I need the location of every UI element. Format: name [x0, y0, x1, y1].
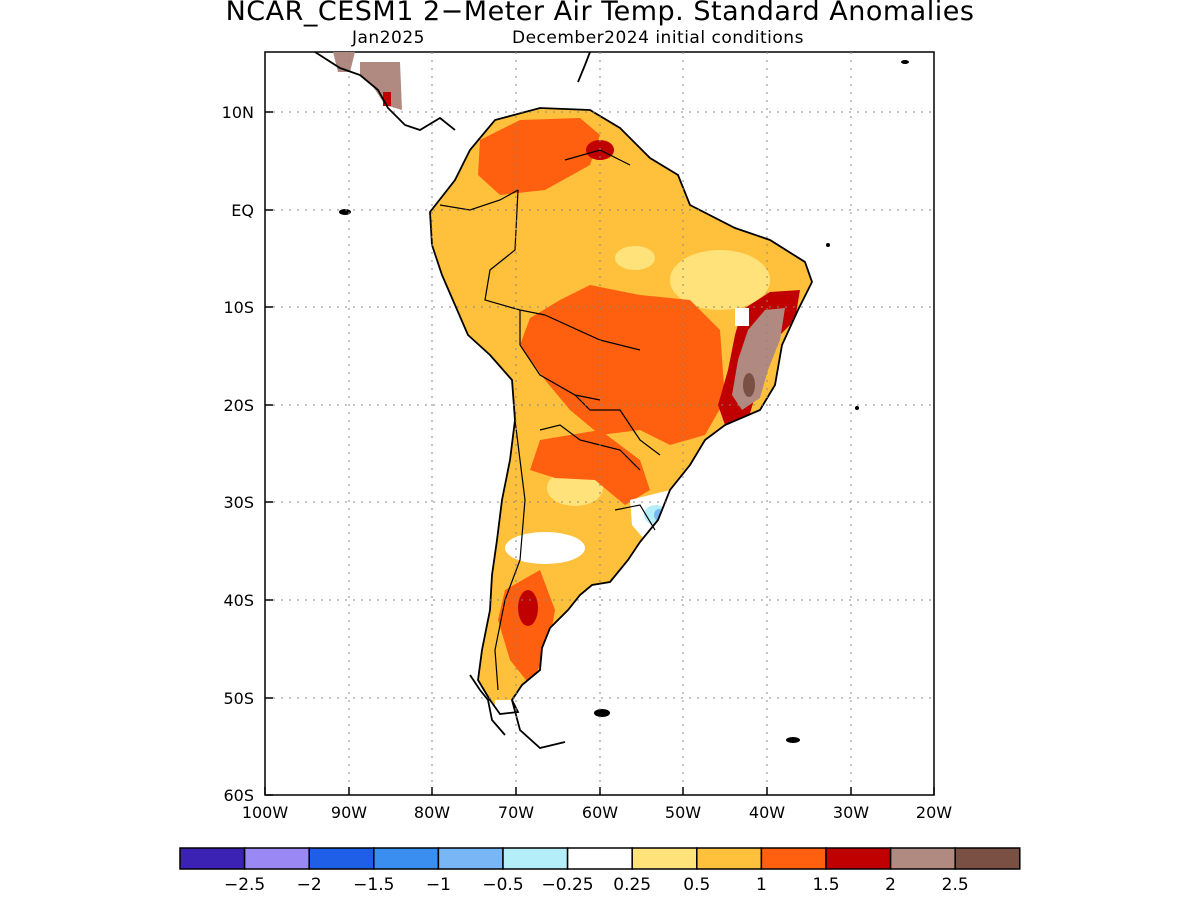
legend-label: −0.25 [542, 875, 594, 895]
anomaly-patch-light [615, 246, 655, 270]
lon-tick-label: 30W [833, 803, 869, 822]
target-month-label: Jan2025 [352, 28, 425, 48]
legend-label: 2 [885, 875, 896, 895]
legend-swatch [437, 847, 504, 870]
legend-swatch [696, 847, 763, 870]
lat-tick-label: 40S [223, 591, 254, 610]
legend-swatch [825, 847, 892, 870]
legend-label: 0.25 [613, 875, 651, 895]
legend-label: 1 [756, 875, 767, 895]
legend-swatch [308, 847, 375, 870]
lat-tick-label: 30S [223, 493, 254, 512]
lon-tick-label: 80W [414, 803, 450, 822]
lon-tick-label: 20W [916, 803, 952, 822]
legend-swatch [760, 847, 827, 870]
legend-swatch [889, 847, 956, 870]
legend-label: −1.5 [353, 875, 394, 895]
anomaly-orange-chaco [530, 430, 650, 505]
lat-tick-label: 10N [222, 103, 254, 122]
legend-swatch [502, 847, 569, 870]
anomaly-darkbrown-core [743, 373, 755, 397]
legend-swatch [631, 847, 698, 870]
anomaly-red-patagonia [518, 590, 538, 626]
legend-swatch [373, 847, 440, 870]
color-legend [179, 847, 1021, 870]
legend-swatch [566, 847, 633, 870]
lat-tick-label: 50S [223, 689, 254, 708]
lon-tick-label: 60W [582, 803, 618, 822]
legend-label: −1 [426, 875, 451, 895]
anomaly-patch-light [670, 250, 770, 310]
legend-swatch [954, 847, 1021, 870]
lat-tick-label: EQ [231, 201, 254, 220]
init-conditions-label: December2024 initial conditions [512, 28, 804, 48]
lat-tick-label: 10S [223, 298, 254, 317]
legend-swatch [243, 847, 310, 870]
legend-label: 0.5 [683, 875, 710, 895]
tick-marks [264, 111, 935, 796]
map-title: NCAR_CESM1 2−Meter Air Temp. Standard An… [225, 0, 975, 27]
lon-tick-label: 40W [749, 803, 785, 822]
legend-label: −0.5 [482, 875, 523, 895]
lon-tick-label: 70W [498, 803, 534, 822]
lon-tick-label: 50W [665, 803, 701, 822]
lat-tick-label: 60S [223, 786, 254, 805]
anomaly-white-pampas [505, 532, 585, 564]
anomaly-gap [735, 308, 749, 326]
anomaly-orange-north [478, 118, 600, 195]
lat-tick-label: 20S [223, 396, 254, 415]
legend-label: 1.5 [812, 875, 839, 895]
legend-label: 2.5 [942, 875, 969, 895]
legend-label: −2 [297, 875, 322, 895]
islands [339, 60, 909, 743]
coastlines [314, 51, 813, 749]
map-area [264, 51, 935, 796]
lon-tick-label: 100W [242, 803, 289, 822]
lat-tick-labels: 10N EQ 10S 20S 30S 40S 50S 60S [222, 103, 254, 805]
lon-tick-labels: 100W 90W 80W 70W 60W 50W 40W 30W 20W [242, 803, 952, 822]
legend-swatch [179, 847, 246, 870]
legend-label: −2.5 [224, 875, 265, 895]
lon-tick-label: 90W [331, 803, 367, 822]
legend-labels: −2.5 −2 −1.5 −1 −0.5 −0.25 0.25 0.5 1 1.5 2 2.5 [224, 875, 969, 895]
